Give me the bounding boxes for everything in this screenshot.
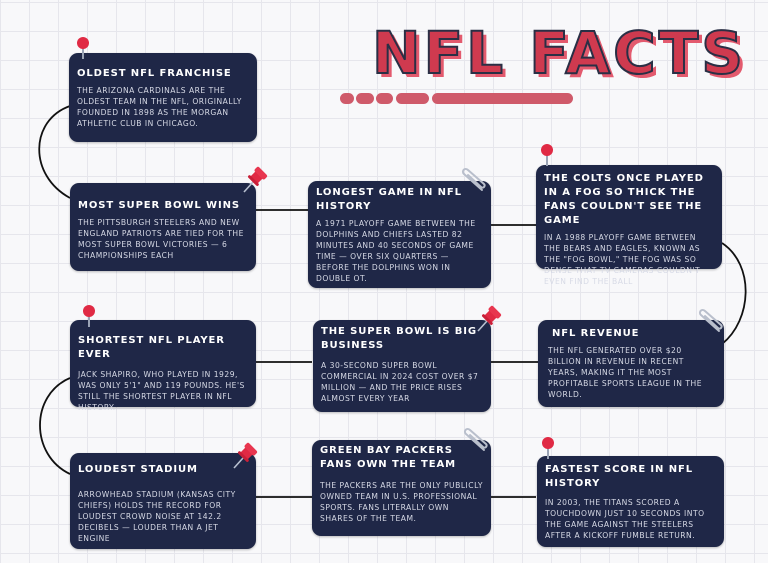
card-title: Green Bay Packers Fans Own the Team bbox=[320, 445, 457, 470]
round-pin-icon bbox=[542, 437, 554, 459]
card-title: NFL Revenue bbox=[552, 328, 640, 339]
push-pin-icon bbox=[233, 442, 258, 469]
fact-card-loudest-stadium: Loudest Stadium Arrowhead Stadium (Kansa… bbox=[70, 453, 256, 549]
card-body: In a 1988 playoff game between the Bears… bbox=[544, 233, 701, 286]
card-title: Fastest Score in NFL History bbox=[545, 464, 693, 489]
round-pin-icon bbox=[83, 305, 95, 327]
card-body: Jack Shapiro, who played in 1929, was on… bbox=[78, 370, 245, 412]
card-body: The NFL generated over $20 billion in re… bbox=[548, 346, 703, 399]
decor-bar bbox=[432, 93, 573, 104]
fact-card-packers-owners: Green Bay Packers Fans Own the Team The … bbox=[312, 440, 491, 536]
card-title: Most Super Bowl Wins bbox=[78, 200, 240, 211]
decor-bar bbox=[376, 93, 393, 104]
card-body: A 30-second Super Bowl commercial in 202… bbox=[321, 361, 479, 403]
fact-card-nfl-revenue: NFL Revenue The NFL generated over $20 b… bbox=[538, 320, 724, 407]
card-body: The Pittsburgh Steelers and New England … bbox=[78, 218, 244, 260]
card-body: The Arizona Cardinals are the oldest tea… bbox=[77, 86, 242, 128]
fact-card-oldest-franchise: Oldest NFL Franchise The Arizona Cardina… bbox=[69, 53, 257, 142]
card-body: A 1971 playoff game between the Dolphins… bbox=[316, 219, 476, 283]
fact-card-super-bowl-wins: Most Super Bowl Wins The Pittsburgh Stee… bbox=[70, 183, 256, 271]
paperclip-icon bbox=[698, 308, 723, 332]
card-title: The Colts once played in a fog so thick … bbox=[544, 173, 704, 226]
push-pin-icon bbox=[243, 166, 268, 193]
round-pin-icon bbox=[77, 37, 89, 59]
decor-bar bbox=[396, 93, 429, 104]
fact-card-shortest-player: Shortest NFL Player Ever Jack Shapiro, w… bbox=[70, 320, 256, 412]
card-title: Longest Game in NFL History bbox=[316, 187, 462, 212]
card-title: Shortest NFL Player Ever bbox=[78, 335, 225, 360]
fact-card-longest-game: Longest Game in NFL History A 1971 playo… bbox=[308, 181, 491, 288]
fact-card-fastest-score: Fastest Score in NFL History In 2003, th… bbox=[537, 456, 724, 547]
round-pin-icon bbox=[541, 144, 553, 166]
paperclip-icon bbox=[461, 167, 486, 191]
push-pin-icon bbox=[477, 305, 502, 332]
card-title: The Super Bowl is Big Business bbox=[321, 326, 478, 351]
card-body: Arrowhead Stadium (Kansas City Chiefs) h… bbox=[78, 490, 236, 543]
fact-card-fog-bowl: The Colts once played in a fog so thick … bbox=[536, 165, 722, 286]
page-title: NFL FACTS bbox=[371, 19, 747, 87]
card-title: Loudest Stadium bbox=[78, 464, 198, 475]
fact-card-big-business: The Super Bowl is Big Business A 30-seco… bbox=[313, 320, 491, 412]
card-title: Oldest NFL Franchise bbox=[77, 68, 232, 79]
card-body: The Packers are the only publicly owned … bbox=[320, 481, 483, 523]
paperclip-icon bbox=[463, 427, 488, 451]
decor-bar bbox=[356, 93, 374, 104]
card-body: In 2003, the Titans scored a touchdown j… bbox=[545, 498, 705, 540]
decor-bar bbox=[340, 93, 354, 104]
